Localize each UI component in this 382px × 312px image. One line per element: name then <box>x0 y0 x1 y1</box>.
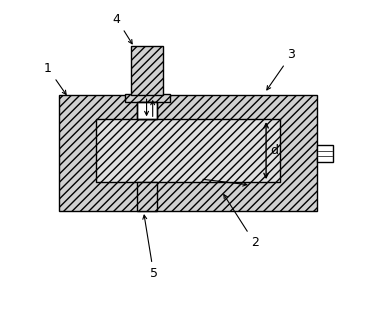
Text: 5: 5 <box>143 215 158 280</box>
Bar <box>125 94 170 102</box>
Bar <box>96 119 280 182</box>
Bar <box>138 182 157 211</box>
Text: d: d <box>271 144 279 157</box>
Text: 1: 1 <box>44 62 66 95</box>
Bar <box>59 95 317 211</box>
Text: 4: 4 <box>113 13 132 44</box>
Bar <box>138 102 157 119</box>
Text: 3: 3 <box>267 48 295 90</box>
Text: 2: 2 <box>224 195 259 249</box>
Bar <box>317 145 333 162</box>
Bar <box>138 102 157 119</box>
Bar <box>131 46 163 95</box>
